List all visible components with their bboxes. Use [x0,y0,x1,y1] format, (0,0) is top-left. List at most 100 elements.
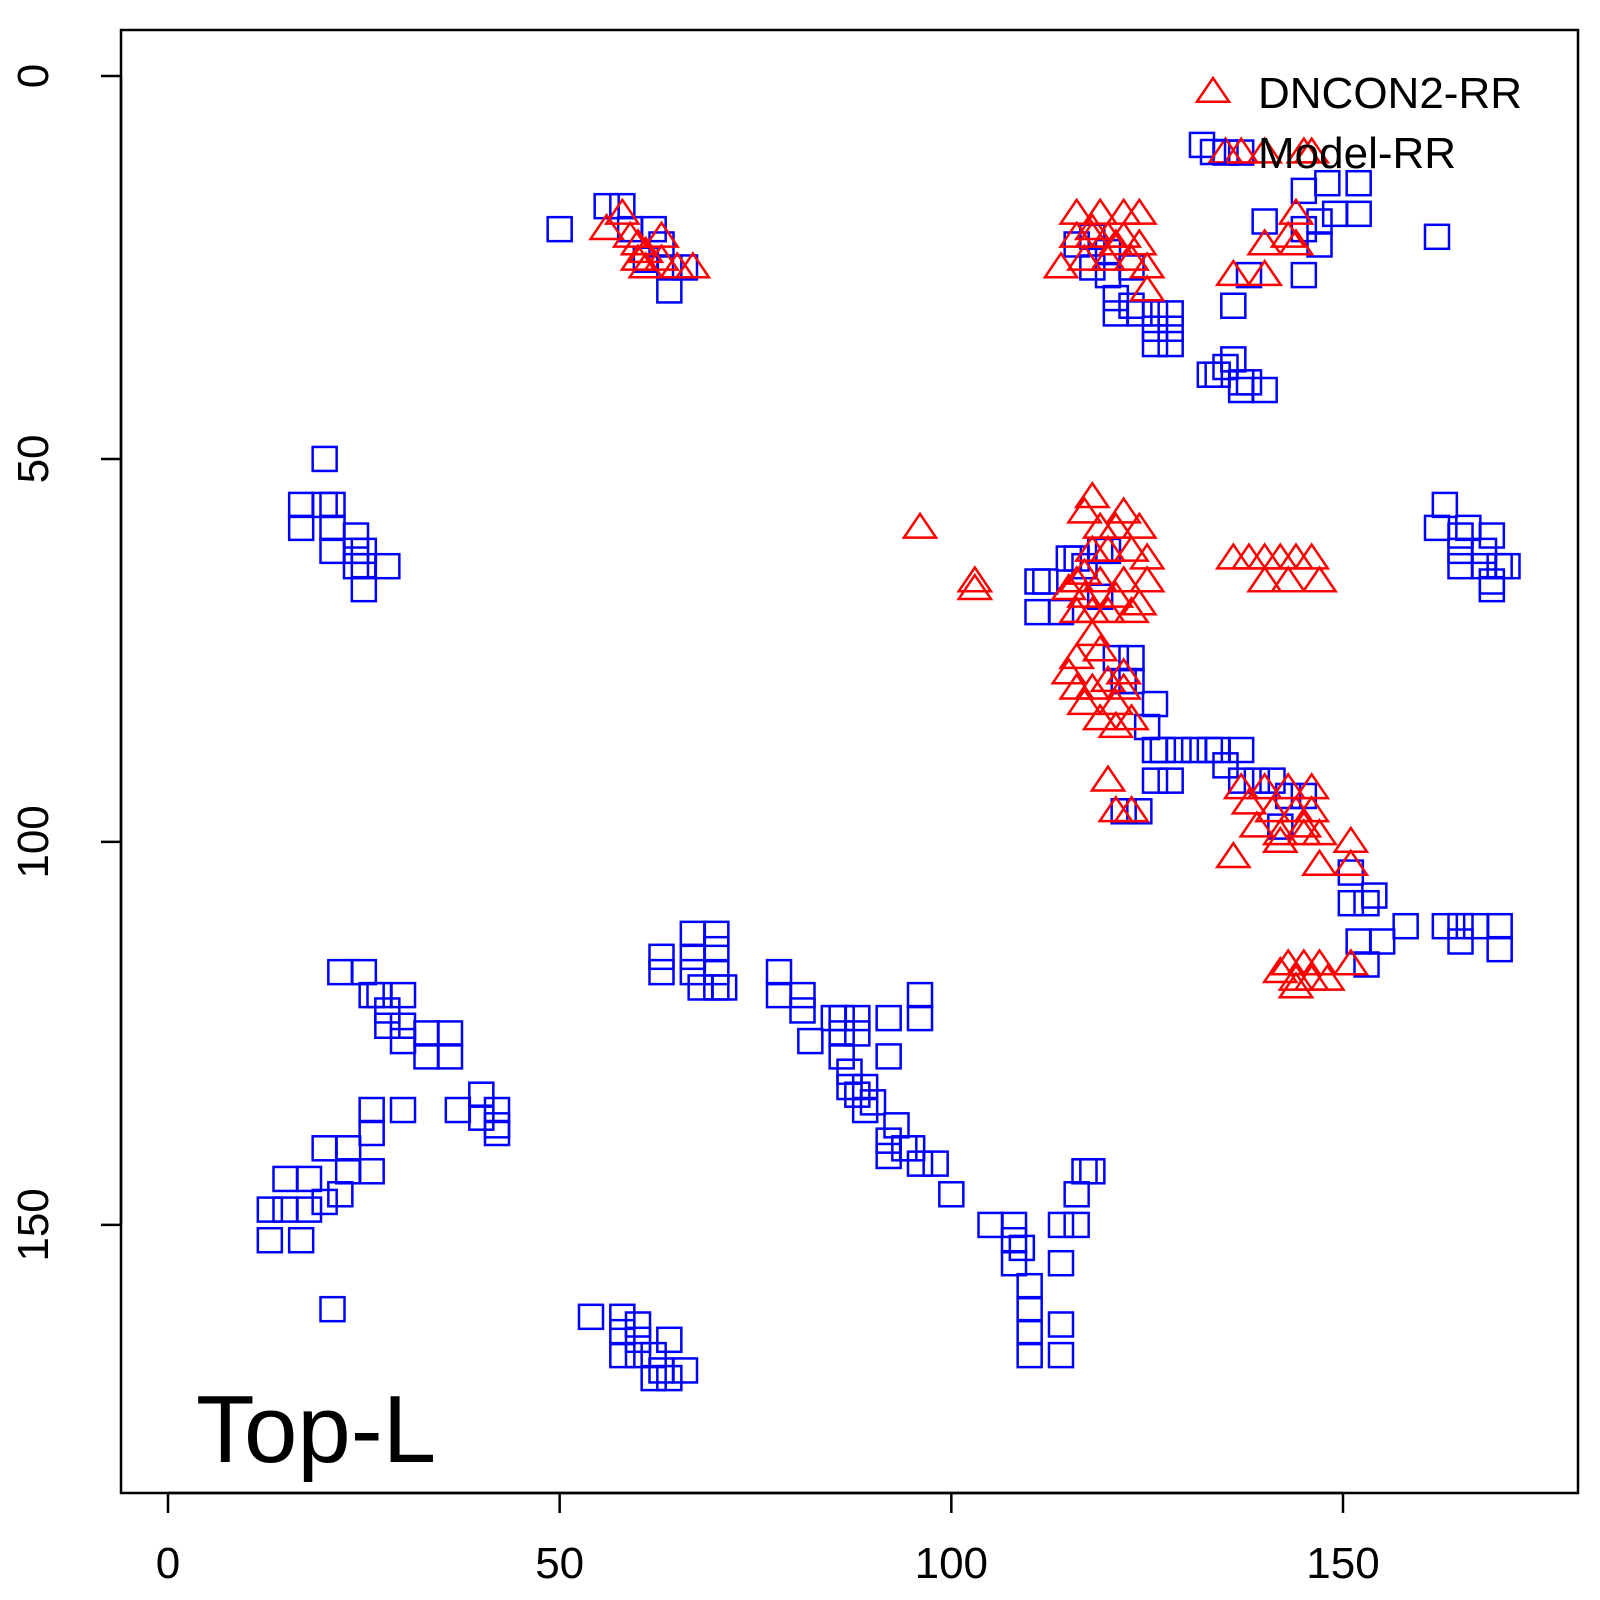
point-triangle [1073,481,1111,509]
point-square [851,1073,879,1101]
legend-label-model-rr: Model-RR [1258,129,1456,178]
point-square [844,1004,871,1032]
y-tick-label: 0 [9,64,58,88]
y-tick-label: 150 [9,1188,58,1261]
point-triangle [1269,772,1307,800]
point-triangle [1089,595,1127,624]
point-triangle [1261,825,1299,853]
point-square [1494,552,1521,580]
point-square [1032,568,1059,595]
point-triangle [1285,818,1323,846]
point-square [844,1020,871,1047]
point-square [789,981,816,1009]
point-square [1126,798,1153,825]
point-triangle [1246,136,1284,164]
point-square [656,1364,683,1392]
point-square [1149,736,1177,764]
point-square [311,1135,338,1162]
point-square [350,537,378,565]
point-triangle [1277,228,1315,256]
point-triangle [1214,841,1252,869]
x-axis: 0 50 100 150 [156,1491,1380,1588]
point-triangle [1222,136,1260,164]
point-triangle [1050,657,1088,685]
point-square [1079,1158,1106,1185]
point-triangle [1246,772,1284,800]
point-square [671,254,699,281]
point-triangle [1066,580,1103,608]
x-tick-label: 50 [535,1539,584,1588]
markers-layer [256,131,1521,1392]
point-triangle [1105,672,1143,700]
point-square [1447,912,1474,940]
point-square [1157,767,1184,794]
point-square [1470,537,1498,565]
point-square [1227,736,1255,764]
point-square [906,1150,934,1177]
point-triangle [1105,496,1143,524]
point-triangle [674,251,712,279]
point-square [1345,200,1372,228]
point-triangle [611,220,649,248]
point-square [389,1096,417,1124]
point-triangle [1081,565,1119,593]
point-triangle [643,243,680,271]
point-square [624,1326,652,1354]
point-square [1251,208,1278,235]
point-triangle [1246,565,1284,593]
point-square [1337,859,1365,886]
point-square [1212,752,1239,779]
point-square [287,514,315,542]
point-square [1361,882,1388,909]
point-triangle [1097,580,1135,608]
point-square [624,1311,652,1338]
point-square [436,1043,464,1070]
point-square [374,1012,401,1040]
point-square [640,1364,667,1392]
point-triangle [1081,703,1119,731]
legend-marker-triangle [1194,75,1232,104]
point-square [906,1004,934,1032]
point-square [648,958,675,986]
point-square [836,1073,863,1101]
point-triangle [1269,220,1307,248]
point-square [483,1119,511,1147]
point-triangle [901,511,939,539]
point-square [1290,261,1318,289]
legend-marker-square [1199,138,1227,166]
point-square [1447,522,1474,549]
point-square [1157,330,1184,358]
point-triangle [1081,634,1119,662]
point-triangle [1246,228,1284,256]
point-square [1235,261,1263,289]
point-triangle [1120,228,1158,256]
point-square [1431,912,1459,940]
point-triangle [1332,948,1370,976]
point-square [1478,522,1506,549]
point-square [703,920,730,948]
point-square [350,575,378,603]
point-triangle [1089,664,1127,693]
point-square [671,1357,699,1384]
point-triangle [1066,496,1103,524]
point-square [922,1150,949,1177]
point-square [389,981,417,1009]
point-square [648,943,675,971]
point-square [1000,1249,1028,1277]
point-square [1141,767,1169,794]
point-triangle [1254,795,1291,823]
point-triangle [956,572,994,601]
point-square [311,1188,338,1216]
point-triangle [1277,971,1315,999]
legend: DNCON2-RR Model-RR [1194,69,1522,178]
point-square [938,1181,965,1208]
legend-markers [1194,75,1232,166]
point-square [1102,284,1130,312]
point-square [875,1004,902,1032]
point-triangle [1301,948,1338,976]
point-triangle [1308,963,1346,991]
point-triangle [1089,243,1127,271]
point-triangle [1332,848,1370,876]
